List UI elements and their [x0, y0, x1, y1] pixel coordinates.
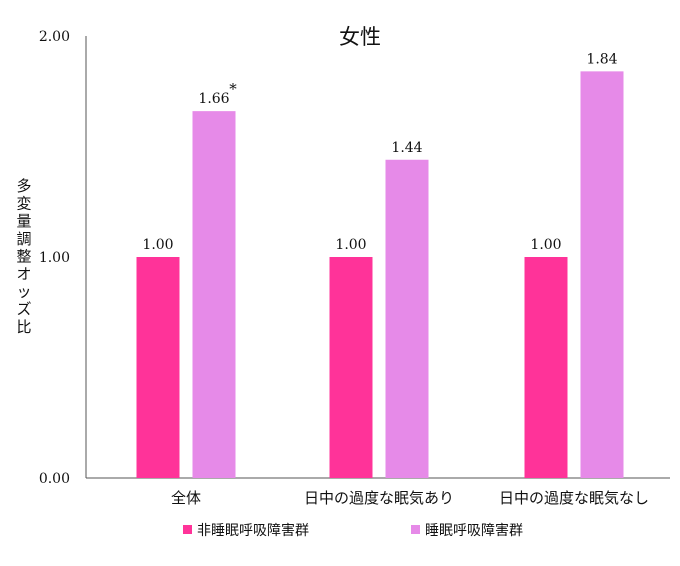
y-axis-ticks: 0.00 1.00 2.00: [39, 29, 70, 487]
bar-non-sdb-1: [329, 257, 373, 478]
bar-value-label: 1.00: [142, 237, 173, 253]
bar-sdb-1: [385, 159, 429, 478]
y-tick-label: 1.00: [39, 250, 70, 266]
bar-value-label: 1.66: [198, 91, 229, 107]
bar-value-label: 1.00: [335, 237, 366, 253]
legend: 非睡眠呼吸障害群 睡眠呼吸障害群: [183, 523, 523, 539]
y-tick-label: 0.00: [39, 471, 70, 487]
bar-non-sdb-0: [136, 257, 180, 478]
legend-swatch-0: [183, 525, 192, 534]
x-tick-label: 日中の過度な眠気あり: [304, 489, 454, 507]
y-axis-label-text: 多変量調整オッズ比: [16, 177, 31, 336]
legend-label-0: 非睡眠呼吸障害群: [197, 523, 309, 539]
bar-non-sdb-2: [524, 257, 568, 478]
bar-labels-group: 1.00 1.00 1.00 1.66 1.44 1.84 *: [142, 51, 617, 253]
bars-group: [136, 71, 624, 479]
bar-sdb-2: [580, 71, 624, 479]
bar-value-label: 1.44: [391, 140, 422, 156]
x-tick-label: 全体: [171, 489, 201, 507]
bar-value-label: 1.84: [586, 51, 617, 67]
significance-asterisk: *: [229, 80, 237, 98]
bar-value-label: 1.00: [530, 237, 561, 253]
legend-swatch-1: [411, 525, 420, 534]
x-tick-label: 日中の過度な眠気なし: [499, 489, 649, 507]
chart-title: 女性: [339, 25, 381, 49]
legend-label-1: 睡眠呼吸障害群: [425, 523, 523, 539]
y-tick-label: 2.00: [39, 29, 70, 45]
y-axis-label: 多変量調整オッズ比: [16, 177, 31, 336]
x-axis-ticks: 全体 日中の過度な眠気あり 日中の過度な眠気なし: [171, 489, 649, 507]
bar-sdb-0: [192, 111, 236, 478]
